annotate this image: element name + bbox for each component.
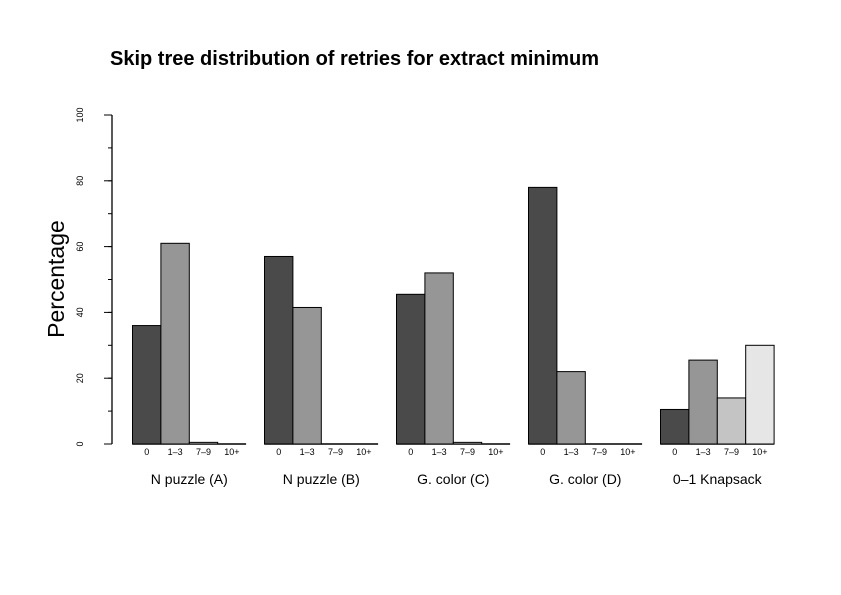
chart-title: Skip tree distribution of retries for ex… bbox=[110, 48, 599, 70]
bar bbox=[160, 242, 190, 445]
category-tick-label: 10+ bbox=[224, 447, 239, 457]
category-tick-label: 7–9 bbox=[592, 447, 607, 457]
bar bbox=[264, 255, 294, 445]
y-tick-label: 40 bbox=[75, 307, 85, 317]
category-tick-label: 7–9 bbox=[196, 447, 211, 457]
y-tick-label: 80 bbox=[75, 176, 85, 186]
category-tick-labels: 0 1–3 7–9 10+ 0 1–3 7–9 10+ 0 1–3 7–9 10+ 0 1–3 7–9 10+… bbox=[144, 447, 767, 457]
bar bbox=[188, 441, 219, 445]
category-tick-label: 1–3 bbox=[168, 447, 183, 457]
category-tick-label: 0 bbox=[540, 447, 545, 457]
bars bbox=[132, 186, 775, 445]
category-tick-label: 1–3 bbox=[300, 447, 315, 457]
category-tick-label: 0 bbox=[408, 447, 413, 457]
category-tick-label: 10+ bbox=[752, 447, 767, 457]
bar bbox=[132, 325, 162, 445]
y-tick-label: 0 bbox=[75, 441, 85, 446]
y-axis-label: Percentage bbox=[43, 220, 69, 338]
y-axis: 0 20 40 60 80 100 bbox=[75, 107, 113, 447]
category-tick-label: 10+ bbox=[356, 447, 371, 457]
bar bbox=[716, 397, 747, 445]
bar bbox=[745, 344, 775, 445]
y-tick-label: 100 bbox=[75, 107, 85, 122]
category-tick-label: 10+ bbox=[620, 447, 635, 457]
bar bbox=[660, 408, 690, 445]
category-tick-label: 0 bbox=[276, 447, 281, 457]
category-tick-label: 0 bbox=[672, 447, 677, 457]
category-tick-label: 1–3 bbox=[564, 447, 579, 457]
group-label: G. color (C) bbox=[417, 471, 489, 487]
category-tick-label: 1–3 bbox=[696, 447, 711, 457]
group-label: 0–1 Knapsack bbox=[673, 471, 763, 487]
bar bbox=[688, 359, 718, 445]
bar bbox=[292, 306, 322, 445]
bar bbox=[396, 293, 426, 445]
group-label: G. color (D) bbox=[549, 471, 621, 487]
bar bbox=[556, 371, 586, 445]
bar bbox=[528, 186, 558, 445]
category-tick-label: 7–9 bbox=[724, 447, 739, 457]
category-tick-label: 7–9 bbox=[460, 447, 475, 457]
category-tick-label: 7–9 bbox=[328, 447, 343, 457]
group-label: N puzzle (A) bbox=[151, 471, 228, 487]
y-tick-label: 20 bbox=[75, 373, 85, 383]
group-label: N puzzle (B) bbox=[283, 471, 360, 487]
category-tick-label: 0 bbox=[144, 447, 149, 457]
bar bbox=[452, 441, 483, 445]
category-tick-label: 1–3 bbox=[432, 447, 447, 457]
y-tick-label: 60 bbox=[75, 242, 85, 252]
category-tick-label: 10+ bbox=[488, 447, 503, 457]
group-labels: N puzzle (A) N puzzle (B) G. color (C) G. c… bbox=[151, 471, 763, 487]
bar bbox=[424, 272, 454, 445]
